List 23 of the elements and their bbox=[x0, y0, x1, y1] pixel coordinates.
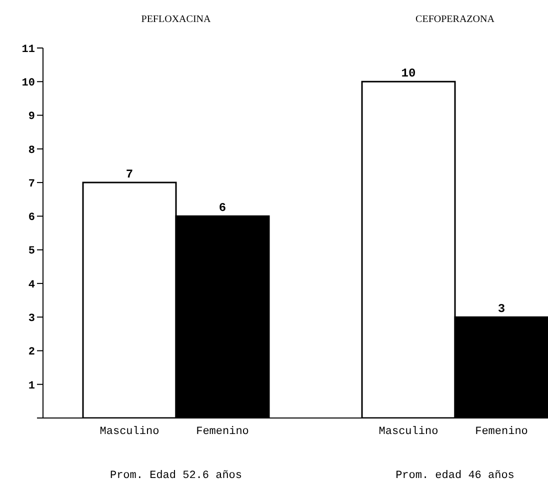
data-label: 3 bbox=[498, 302, 506, 316]
text: Prom. Edad 52.6 años bbox=[108, 470, 244, 482]
y-tick-label: 7 bbox=[28, 178, 35, 190]
x-tick-label: Femenino bbox=[475, 426, 528, 438]
y-tick-label: 6 bbox=[28, 212, 35, 224]
y-tick-label: 8 bbox=[28, 144, 36, 157]
text: PEFLOXACINA bbox=[140, 14, 212, 25]
y-tick-label: 1 bbox=[28, 380, 36, 392]
y-tick-label: 4 bbox=[28, 279, 36, 292]
data-label: 6 bbox=[218, 201, 226, 216]
y-tick-label: 5 bbox=[28, 246, 36, 258]
text: CEFOPERAZONA bbox=[414, 14, 496, 25]
y-tick-label: 11 bbox=[22, 44, 36, 56]
y-tick-label: 2 bbox=[28, 346, 35, 359]
text: Prom. edad 46 años bbox=[394, 470, 516, 482]
data-label: 10 bbox=[401, 66, 416, 81]
x-tick-label: Masculino bbox=[100, 426, 160, 438]
y-tick-label: 9 bbox=[28, 111, 35, 124]
x-tick-label: Masculino bbox=[378, 426, 438, 438]
y-tick-label: 3 bbox=[28, 312, 36, 325]
x-tick-label: Femenino bbox=[196, 426, 249, 438]
data-label: 7 bbox=[126, 168, 134, 182]
y-tick-label: 10 bbox=[22, 78, 35, 90]
